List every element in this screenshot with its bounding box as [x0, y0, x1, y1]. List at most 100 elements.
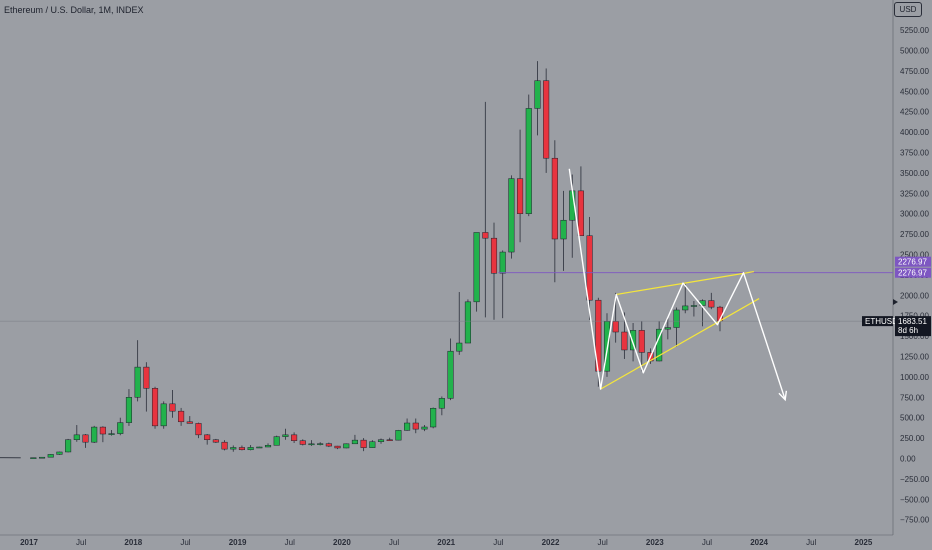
- x-tick-label: 2023: [646, 538, 664, 547]
- y-tick-label: 2000.00: [900, 291, 929, 300]
- candle-up: [230, 447, 237, 450]
- candle-up: [282, 434, 289, 437]
- candle-up: [656, 328, 663, 362]
- last-price-text: 1683.51: [898, 317, 927, 326]
- candle-down: [621, 331, 628, 351]
- candle-down: [360, 439, 367, 448]
- candle-up: [256, 446, 263, 449]
- candle-down: [169, 403, 176, 412]
- time-axis[interactable]: 2017 Jul 2018 Jul 2019 Jul 2020 Jul 2021 Jul 2022 J…: [20, 538, 873, 547]
- candle: [577, 166, 584, 236]
- candle: [351, 434, 358, 445]
- candle: [169, 389, 176, 418]
- pre-history-line: [0, 457, 21, 459]
- candle: [264, 443, 272, 448]
- candle: [238, 445, 245, 451]
- countdown-text: 8d 6h: [898, 326, 918, 335]
- candle-down: [204, 434, 211, 440]
- candle-up: [317, 443, 324, 445]
- upper-trendline: [616, 271, 754, 296]
- arrow-head: [778, 390, 788, 402]
- last-price-tag: [895, 316, 931, 337]
- level-tag-1: [895, 256, 931, 267]
- price-axis[interactable]: −750.00 −500.00 −250.00 0.00 250.00 500.00 750…: [900, 26, 930, 525]
- candle-up: [65, 439, 72, 453]
- x-tick-label: Jul: [702, 538, 712, 547]
- candle: [134, 340, 141, 402]
- candle-up: [438, 398, 445, 409]
- candle: [438, 396, 445, 416]
- x-tick-label: 2025: [855, 538, 873, 547]
- candle: [560, 190, 567, 271]
- candle: [82, 434, 89, 448]
- price-history-line: [0, 457, 21, 459]
- y-tick-label: 3750.00: [900, 149, 929, 158]
- candle-up: [473, 232, 480, 303]
- candle-down: [577, 190, 584, 236]
- drawings[interactable]: [0, 168, 893, 402]
- candle: [508, 175, 515, 259]
- candle: [73, 425, 80, 442]
- level-tag-2-text: 2276.97: [898, 269, 927, 278]
- x-tick-label: 2020: [333, 538, 351, 547]
- candle-up: [247, 447, 254, 451]
- candle: [586, 216, 593, 320]
- candle-down: [99, 426, 106, 435]
- candle-down: [195, 423, 202, 436]
- x-tick-label: Jul: [806, 538, 816, 547]
- candle-down: [334, 445, 341, 449]
- candle: [464, 299, 471, 344]
- currency-button[interactable]: USD: [894, 2, 922, 17]
- candle-down: [299, 440, 306, 445]
- candle-up: [117, 422, 124, 434]
- candle: [299, 439, 306, 446]
- candle-up: [395, 430, 402, 441]
- candle-up: [377, 439, 385, 442]
- projection-path: [568, 168, 786, 400]
- candle-up: [125, 397, 133, 423]
- candle-up: [421, 426, 428, 430]
- candle-down: [586, 235, 593, 301]
- candle-up: [308, 443, 315, 446]
- candle-up: [264, 445, 272, 448]
- candle: [38, 456, 46, 459]
- candle: [108, 429, 115, 436]
- candle-up: [456, 342, 463, 352]
- x-tick-label: 2024: [750, 538, 768, 547]
- x-tick-label: 2017: [20, 538, 38, 547]
- y-tick-label: 4500.00: [900, 87, 929, 96]
- candle-down: [186, 421, 193, 424]
- candle: [447, 338, 454, 401]
- candles: [30, 61, 724, 459]
- candle: [490, 222, 498, 320]
- candle-down: [551, 157, 558, 240]
- candle-up: [525, 108, 532, 214]
- candle-up: [30, 457, 37, 459]
- y-tick-label: −750.00: [900, 516, 930, 525]
- candle-up: [673, 309, 680, 328]
- candle: [638, 321, 645, 372]
- y-tick-label: 750.00: [900, 393, 925, 402]
- x-tick-label: Jul: [180, 538, 190, 547]
- candle: [482, 101, 489, 318]
- candle: [534, 61, 541, 136]
- axis-marker: [893, 299, 898, 305]
- candle-up: [160, 403, 167, 427]
- candle: [690, 301, 697, 317]
- candle: [499, 250, 506, 319]
- candle: [317, 442, 324, 446]
- y-tick-label: 3000.00: [900, 210, 929, 219]
- candle-up: [56, 451, 63, 455]
- x-tick-label: 2019: [229, 538, 247, 547]
- x-tick-label: 2021: [437, 538, 455, 547]
- candle: [65, 438, 72, 453]
- candle-down: [543, 80, 550, 159]
- y-tick-label: 250.00: [900, 434, 925, 443]
- candle: [151, 386, 159, 429]
- candle-up: [134, 366, 141, 398]
- candle: [143, 362, 150, 412]
- candle: [212, 438, 219, 443]
